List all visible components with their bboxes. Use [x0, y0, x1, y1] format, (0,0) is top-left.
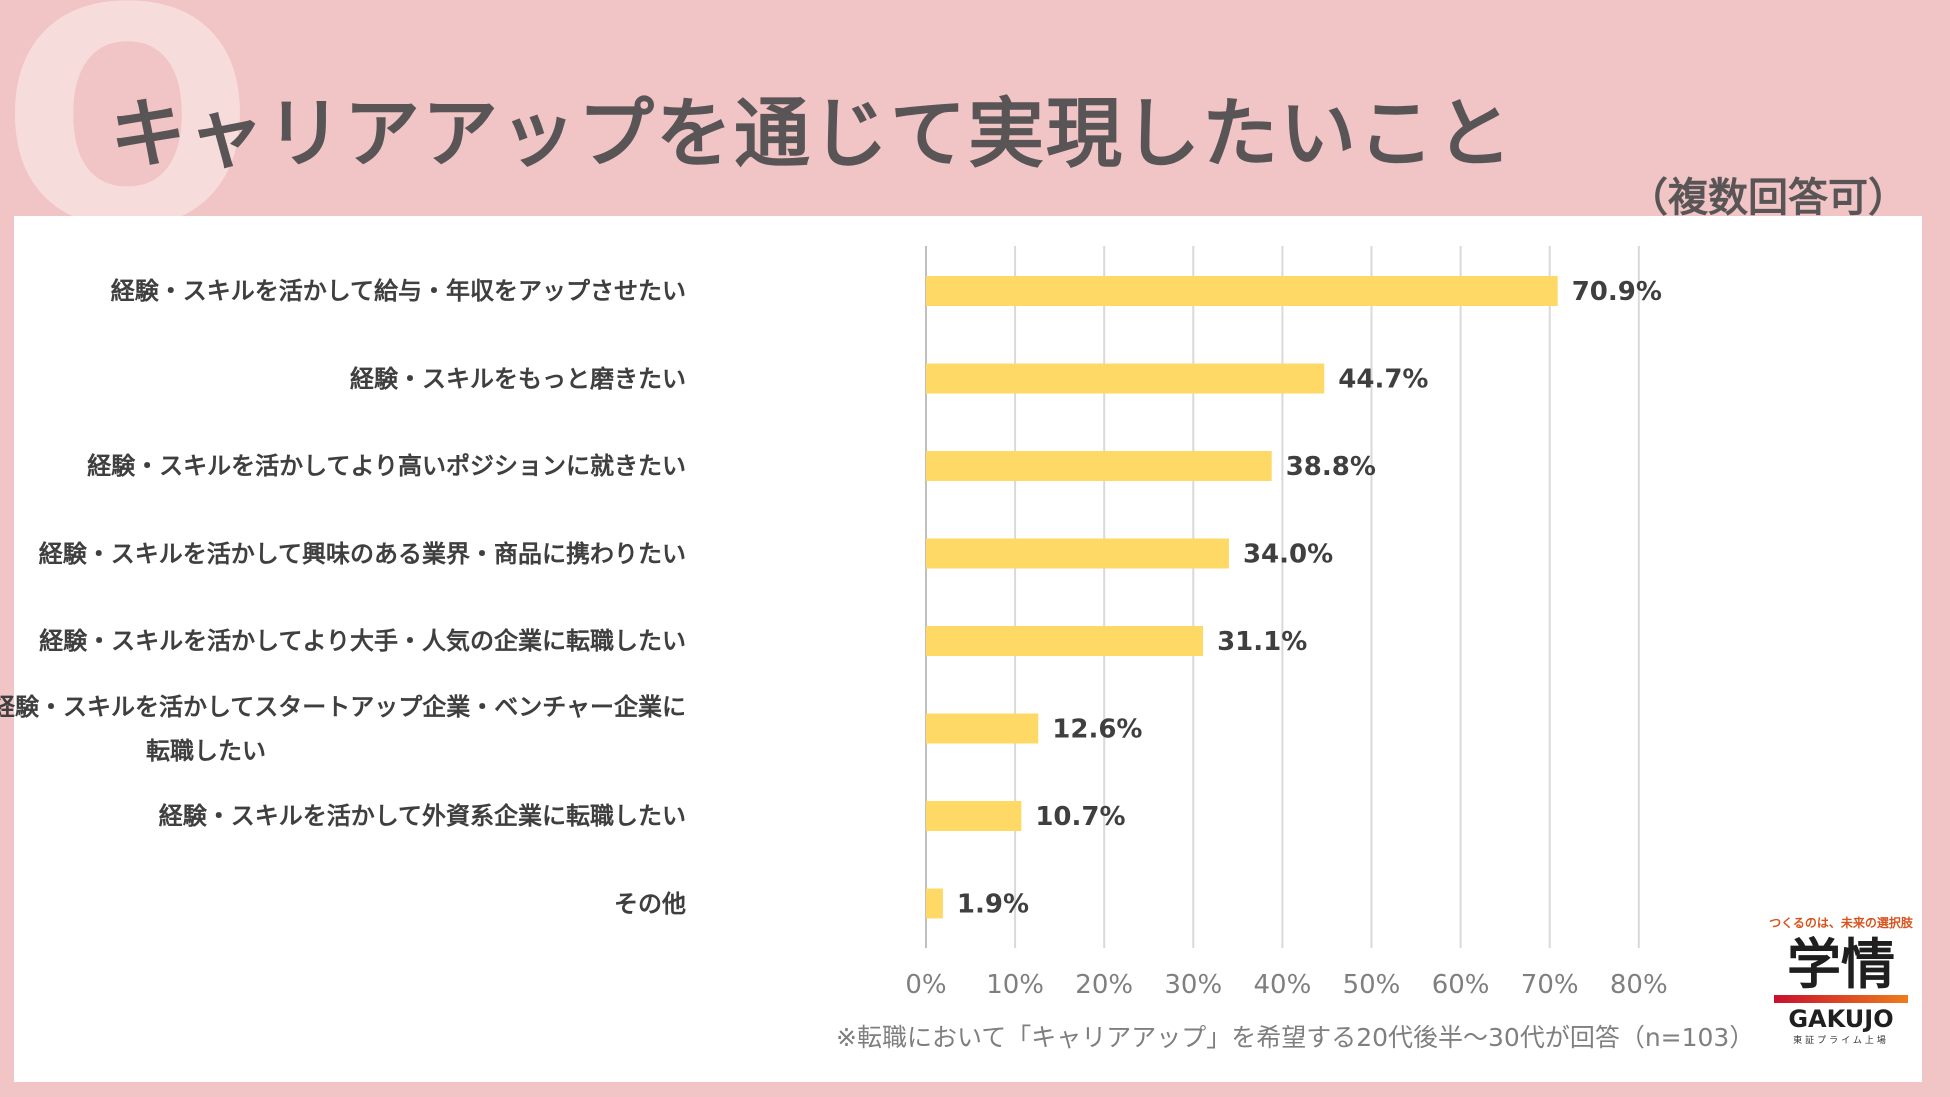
x-tick-label: 60%: [1432, 970, 1490, 1000]
logo-english: GAKUJO: [1788, 1005, 1894, 1033]
category-label-line: 経験・スキルを活かして興味のある業界・商品に携わりたい: [38, 539, 686, 568]
category-label: 経験・スキルを活かして給与・年収をアップさせたい: [0, 269, 686, 313]
data-label: 12.6%: [1052, 715, 1142, 745]
category-label-line: 経験・スキルを活かしてスタートアップ企業・ベンチャー企業に: [0, 692, 686, 721]
category-label-line: 経験・スキルを活かして給与・年収をアップさせたい: [110, 277, 686, 305]
data-label: 10.7%: [1035, 802, 1125, 832]
category-label: 経験・スキルをもっと磨きたい: [0, 357, 686, 401]
category-label-line: その他: [614, 889, 686, 918]
category-label: 経験・スキルを活かしてより高いポジションに就きたい: [0, 444, 686, 488]
bar: [926, 363, 1325, 394]
x-tick-label: 40%: [1254, 970, 1312, 1000]
category-label-line: 経験・スキルを活かしてより高いポジションに就きたい: [87, 452, 686, 480]
category-label: 経験・スキルを活かしてより大手・人気の企業に転職したい: [0, 619, 686, 663]
bar-chart: 0% 10% 20% 30% 40% 50% 60% 70% 80% 70.9% 44.7% 38.8…: [905, 246, 1668, 1000]
bar: [926, 538, 1229, 569]
bar: [926, 888, 943, 919]
bar: [926, 451, 1272, 481]
data-label: 70.9%: [1572, 277, 1662, 307]
bar: [926, 626, 1204, 656]
bar: [926, 801, 1022, 831]
data-label: 1.9%: [957, 890, 1029, 920]
category-label: 経験・スキルを活かして外資系企業に転職したい: [0, 794, 686, 838]
logo-bar: [1774, 995, 1908, 1003]
x-tick-label: 10%: [986, 970, 1044, 1000]
category-label: 経験・スキルを活かして興味のある業界・商品に携わりたい: [0, 532, 686, 576]
logo-tagline: つくるのは、未来の選択肢: [1769, 916, 1913, 930]
category-label-line: 転職したい: [146, 736, 266, 765]
x-tick-label: 50%: [1343, 970, 1401, 1000]
chart-panel: 0% 10% 20% 30% 40% 50% 60% 70% 80% 70.9% 44.7% 38.8…: [0, 216, 1922, 1082]
gakujo-logo: つくるのは、未来の選択肢 学情 GAKUJO 東証プライム上場: [1762, 914, 1920, 1064]
page-subtitle: （複数回答可）: [1628, 175, 1908, 221]
category-label-line: 経験・スキルを活かして外資系企業に転職したい: [158, 802, 686, 830]
x-tick-label: 0%: [905, 970, 946, 1000]
x-tick-label: 20%: [1075, 970, 1133, 1000]
logo-kanji: 学情: [1787, 932, 1895, 996]
x-tick-label: 30%: [1164, 970, 1222, 1000]
category-label: 経験・スキルを活かしてスタートアップ企業・ベンチャー企業に転職したい: [0, 685, 686, 773]
x-tick-label: 80%: [1610, 970, 1668, 1000]
bar: [926, 713, 1039, 744]
data-label: 34.0%: [1243, 540, 1333, 570]
page-title: キャリアアップを通じて実現したいこと: [110, 89, 1514, 178]
category-label: その他: [0, 882, 686, 926]
logo-sub: 東証プライム上場: [1793, 1036, 1889, 1046]
category-label-line: 経験・スキルをもっと磨きたい: [350, 364, 686, 393]
bar: [926, 276, 1558, 306]
data-label: 38.8%: [1286, 452, 1376, 482]
data-label: 31.1%: [1217, 627, 1307, 657]
category-label-line: 経験・スキルを活かしてより大手・人気の企業に転職したい: [39, 627, 686, 655]
data-label: 44.7%: [1338, 365, 1428, 395]
x-tick-label: 70%: [1521, 970, 1579, 1000]
survey-note: ※転職において「キャリアアップ」を希望する20代後半～30代が回答（n=103）: [836, 1023, 1755, 1052]
